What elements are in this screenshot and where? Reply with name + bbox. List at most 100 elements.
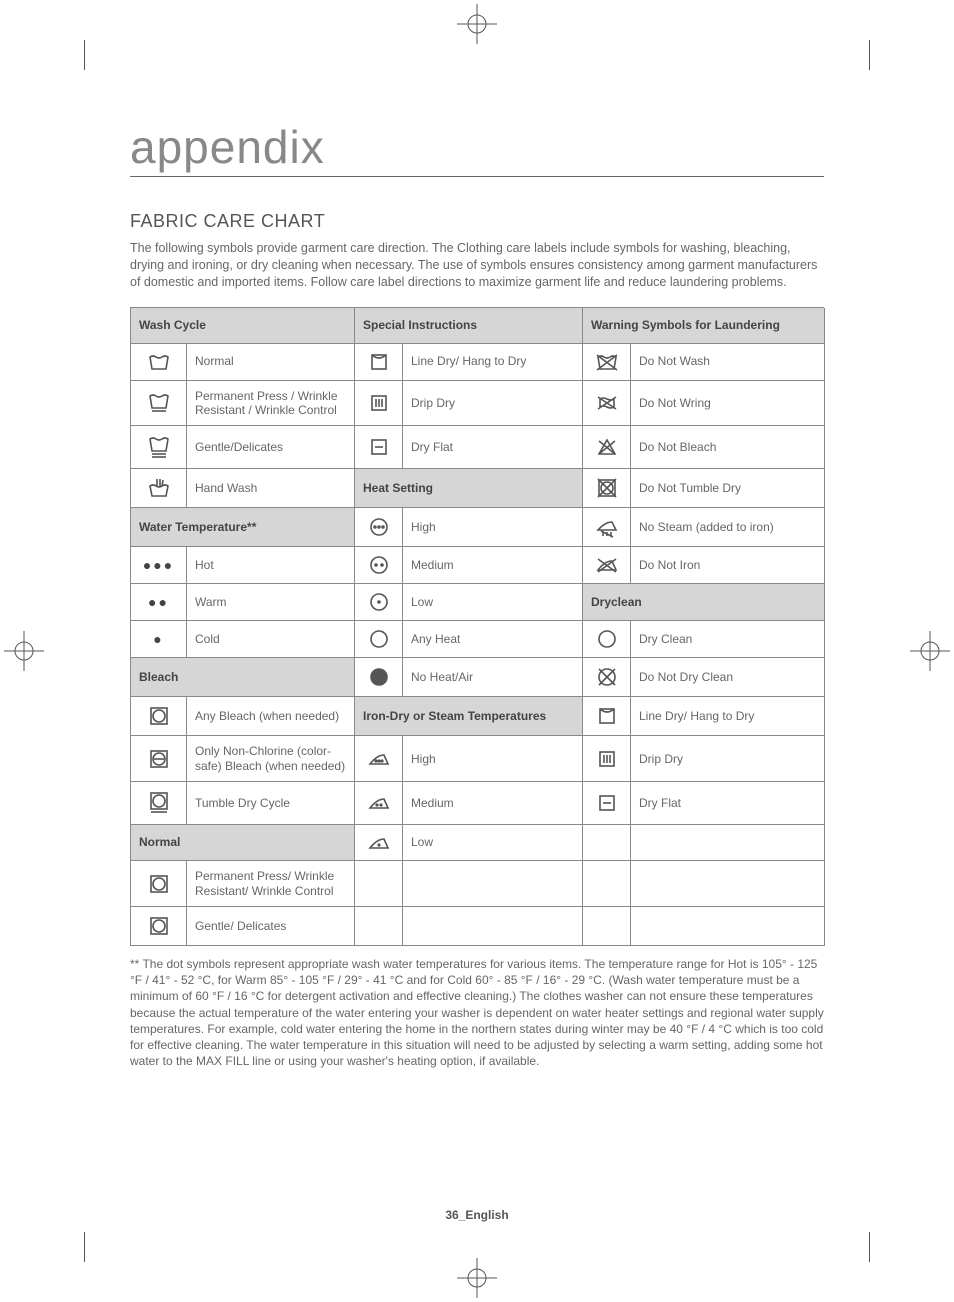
do-not-iron-label: Do Not Iron bbox=[631, 547, 825, 584]
intro-paragraph: The following symbols provide garment ca… bbox=[130, 240, 824, 291]
iron-high-label: High bbox=[403, 736, 583, 782]
temp-warm-label: Warm bbox=[187, 584, 355, 621]
dry-perm-press-icon bbox=[131, 861, 187, 907]
drip-dry-label: Drip Dry bbox=[403, 381, 583, 427]
drip-dry-icon-2 bbox=[583, 736, 631, 782]
temp-cold-icon: ● bbox=[131, 621, 187, 658]
subheader-water-temp: Water Temperature** bbox=[131, 508, 355, 547]
heat-low-icon bbox=[355, 584, 403, 621]
temp-hot-icon: ●●● bbox=[131, 547, 187, 584]
dry-perm-press-label: Permanent Press/ Wrinkle Resistant/ Wrin… bbox=[187, 861, 355, 907]
drip-dry-label-2: Drip Dry bbox=[631, 736, 825, 782]
iron-high-icon bbox=[355, 736, 403, 782]
wash-normal-label: Normal bbox=[187, 344, 355, 381]
page-number: 36_English bbox=[0, 1208, 954, 1222]
wash-gentle-icon bbox=[131, 426, 187, 469]
do-not-bleach-icon bbox=[583, 426, 631, 469]
registration-mark-top bbox=[457, 4, 497, 44]
hand-wash-label: Hand Wash bbox=[187, 469, 355, 508]
do-not-wring-label: Do Not Wring bbox=[631, 381, 825, 427]
heat-medium-icon bbox=[355, 547, 403, 584]
non-chlorine-label: Only Non-Chlorine (color-safe) Bleach (w… bbox=[187, 736, 355, 782]
dry-flat-icon-2 bbox=[583, 782, 631, 825]
do-not-wring-icon bbox=[583, 381, 631, 427]
crop-mark bbox=[869, 40, 870, 70]
do-not-tumble-label: Do Not Tumble Dry bbox=[631, 469, 825, 508]
section-title: appendix bbox=[130, 120, 824, 177]
empty-cell bbox=[631, 907, 825, 946]
heat-high-icon bbox=[355, 508, 403, 547]
no-steam-icon bbox=[583, 508, 631, 547]
heat-low-label: Low bbox=[403, 584, 583, 621]
subheader-dryclean: Dryclean bbox=[583, 584, 825, 621]
any-bleach-icon bbox=[131, 697, 187, 736]
subheader-bleach: Bleach bbox=[131, 658, 355, 697]
line-dry-label-2: Line Dry/ Hang to Dry bbox=[631, 697, 825, 736]
drip-dry-icon bbox=[355, 381, 403, 427]
empty-cell bbox=[631, 861, 825, 907]
do-not-iron-icon bbox=[583, 547, 631, 584]
header-wash-cycle: Wash Cycle bbox=[131, 308, 355, 344]
heat-any-icon bbox=[355, 621, 403, 658]
crop-mark bbox=[84, 1232, 85, 1262]
manual-page: appendix FABRIC CARE CHART The following… bbox=[0, 0, 954, 1302]
heat-high-label: High bbox=[403, 508, 583, 547]
dry-gentle-icon bbox=[131, 907, 187, 946]
registration-mark-right bbox=[910, 631, 950, 671]
subheader-normal: Normal bbox=[131, 825, 355, 861]
empty-cell bbox=[631, 825, 825, 861]
tumble-dry-label: Tumble Dry Cycle bbox=[187, 782, 355, 825]
heat-none-label: No Heat/Air bbox=[403, 658, 583, 697]
any-bleach-label: Any Bleach (when needed) bbox=[187, 697, 355, 736]
line-dry-label: Line Dry/ Hang to Dry bbox=[403, 344, 583, 381]
heat-any-label: Any Heat bbox=[403, 621, 583, 658]
chart-heading: FABRIC CARE CHART bbox=[130, 211, 824, 232]
dry-flat-icon bbox=[355, 426, 403, 469]
heat-medium-label: Medium bbox=[403, 547, 583, 584]
non-chlorine-icon bbox=[131, 736, 187, 782]
dry-flat-label-2: Dry Flat bbox=[631, 782, 825, 825]
wash-normal-icon bbox=[131, 344, 187, 381]
iron-medium-label: Medium bbox=[403, 782, 583, 825]
wash-perm-press-icon bbox=[131, 381, 187, 427]
do-not-dryclean-icon bbox=[583, 658, 631, 697]
line-dry-icon-2 bbox=[583, 697, 631, 736]
wash-perm-press-label: Permanent Press / Wrinkle Resistant / Wr… bbox=[187, 381, 355, 427]
heat-none-icon bbox=[355, 658, 403, 697]
registration-mark-left bbox=[4, 631, 44, 671]
dry-clean-icon bbox=[583, 621, 631, 658]
no-steam-label: No Steam (added to iron) bbox=[631, 508, 825, 547]
subheader-heat-setting: Heat Setting bbox=[355, 469, 583, 508]
wash-gentle-label: Gentle/Delicates bbox=[187, 426, 355, 469]
subheader-iron-dry: Iron-Dry or Steam Temperatures bbox=[355, 697, 583, 736]
empty-cell bbox=[355, 907, 403, 946]
do-not-dryclean-label: Do Not Dry Clean bbox=[631, 658, 825, 697]
fabric-care-table: Wash Cycle Special Instructions Warning … bbox=[130, 307, 824, 946]
dry-gentle-label: Gentle/ Delicates bbox=[187, 907, 355, 946]
dry-flat-label: Dry Flat bbox=[403, 426, 583, 469]
temp-cold-label: Cold bbox=[187, 621, 355, 658]
header-warning-symbols: Warning Symbols for Laundering bbox=[583, 308, 825, 344]
footnote: ** The dot symbols represent appropriate… bbox=[130, 956, 824, 1069]
empty-cell bbox=[583, 907, 631, 946]
do-not-tumble-icon bbox=[583, 469, 631, 508]
empty-cell bbox=[583, 861, 631, 907]
empty-cell bbox=[403, 861, 583, 907]
tumble-dry-icon bbox=[131, 782, 187, 825]
do-not-wash-label: Do Not Wash bbox=[631, 344, 825, 381]
iron-medium-icon bbox=[355, 782, 403, 825]
dry-clean-label: Dry Clean bbox=[631, 621, 825, 658]
empty-cell bbox=[403, 907, 583, 946]
do-not-wash-icon bbox=[583, 344, 631, 381]
crop-mark bbox=[84, 40, 85, 70]
crop-mark bbox=[869, 1232, 870, 1262]
line-dry-icon bbox=[355, 344, 403, 381]
iron-low-label: Low bbox=[403, 825, 583, 861]
empty-cell bbox=[355, 861, 403, 907]
hand-wash-icon bbox=[131, 469, 187, 508]
temp-hot-label: Hot bbox=[187, 547, 355, 584]
do-not-bleach-label: Do Not Bleach bbox=[631, 426, 825, 469]
registration-mark-bottom bbox=[457, 1258, 497, 1298]
temp-warm-icon: ●● bbox=[131, 584, 187, 621]
empty-cell bbox=[583, 825, 631, 861]
